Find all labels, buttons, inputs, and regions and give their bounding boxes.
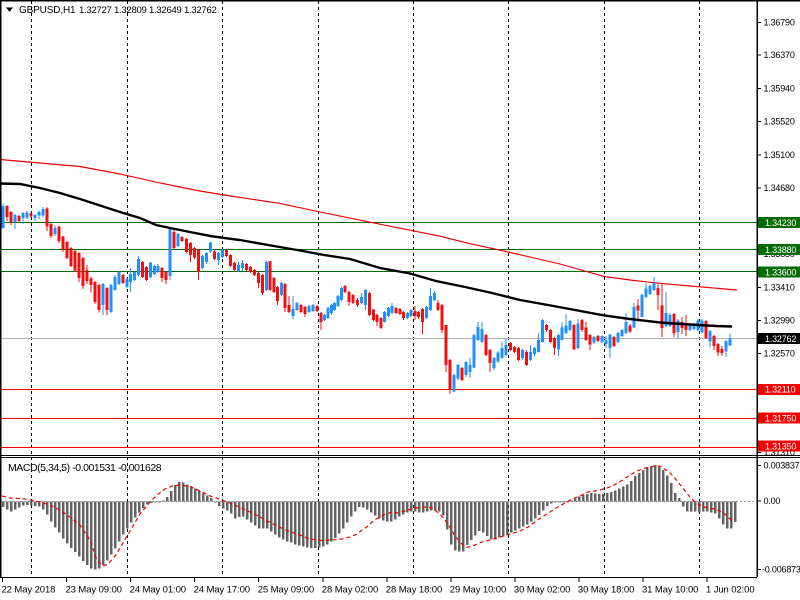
svg-text:31 May 10:00: 31 May 10:00 <box>642 585 698 596</box>
svg-text:1.32727 1.32809 1.32649 1.3276: 1.32727 1.32809 1.32649 1.32762 <box>79 5 217 16</box>
svg-text:25 May 09:00: 25 May 09:00 <box>258 585 314 596</box>
svg-text:1.33880: 1.33880 <box>765 245 796 255</box>
svg-text:23 May 09:00: 23 May 09:00 <box>66 585 122 596</box>
svg-text:1.33600: 1.33600 <box>765 267 796 277</box>
svg-text:1.35940: 1.35940 <box>764 84 795 94</box>
svg-text:1.35520: 1.35520 <box>764 117 795 127</box>
svg-text:22 May 2018: 22 May 2018 <box>2 585 56 596</box>
svg-text:24 May 01:00: 24 May 01:00 <box>130 585 186 596</box>
svg-text:MACD(5,34,5) -0.001531 -0.0016: MACD(5,34,5) -0.001531 -0.001628 <box>8 462 162 474</box>
svg-text:1.32570: 1.32570 <box>764 349 795 359</box>
svg-text:1.34680: 1.34680 <box>764 183 795 193</box>
svg-text:1.32762: 1.32762 <box>765 334 796 344</box>
svg-text:1.33410: 1.33410 <box>764 283 795 293</box>
svg-text:0.003837: 0.003837 <box>764 461 800 471</box>
svg-text:0.00: 0.00 <box>764 496 781 506</box>
svg-text:1.36790: 1.36790 <box>764 18 795 28</box>
svg-text:1.31750: 1.31750 <box>765 413 796 423</box>
svg-text:1.32110: 1.32110 <box>765 385 796 395</box>
svg-text:28 May 18:00: 28 May 18:00 <box>386 585 442 596</box>
svg-text:1.31310: 1.31310 <box>764 448 795 458</box>
svg-text:28 May 02:00: 28 May 02:00 <box>322 585 378 596</box>
svg-text:GBPUSD,H1: GBPUSD,H1 <box>19 5 76 16</box>
svg-text:1 Jun 02:00: 1 Jun 02:00 <box>706 585 755 596</box>
svg-text:30 May 02:00: 30 May 02:00 <box>514 585 570 596</box>
svg-text:30 May 18:00: 30 May 18:00 <box>578 585 634 596</box>
svg-text:24 May 17:00: 24 May 17:00 <box>194 585 250 596</box>
svg-text:1.36370: 1.36370 <box>764 50 795 60</box>
svg-text:1.32990: 1.32990 <box>764 316 795 326</box>
svg-text:29 May 10:00: 29 May 10:00 <box>450 585 506 596</box>
svg-text:1.34230: 1.34230 <box>765 218 796 228</box>
svg-text:1.35100: 1.35100 <box>764 150 795 160</box>
svg-text:1.31350: 1.31350 <box>765 441 796 451</box>
svg-text:-0.006873: -0.006873 <box>762 565 800 575</box>
